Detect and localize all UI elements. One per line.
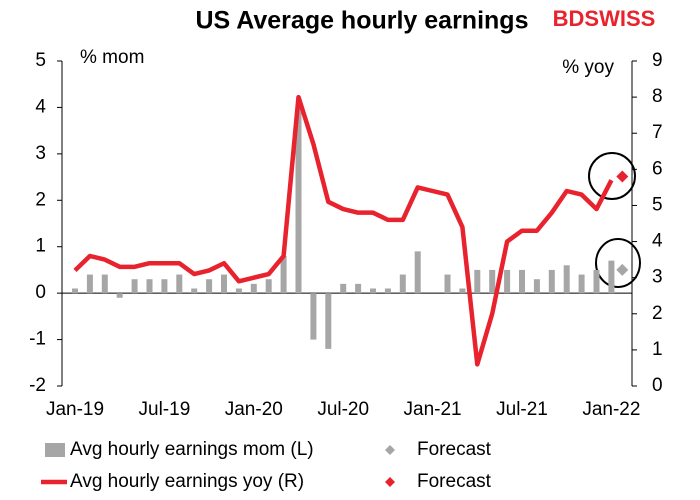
x-tick-label: Jan-22 (582, 399, 640, 420)
bar (489, 269, 496, 294)
bar (250, 283, 257, 294)
bar (191, 288, 198, 294)
x-tick-label: Jul-21 (496, 399, 548, 420)
bar (176, 274, 183, 294)
y2-tick-label: 0 (652, 375, 663, 396)
bar (593, 269, 600, 294)
bar (459, 288, 466, 294)
x-tick-label: Jul-20 (317, 399, 369, 420)
bar (340, 283, 347, 294)
legend-label: Forecast (417, 439, 492, 460)
highlight-circle (588, 152, 636, 200)
y-tick-label: 1 (35, 236, 46, 257)
bar (131, 279, 138, 294)
bar (399, 274, 406, 294)
bar (280, 256, 287, 294)
bar (384, 288, 391, 294)
bar (474, 269, 481, 294)
y-axis-label: % mom (80, 47, 144, 68)
bar (72, 288, 78, 294)
legend-label: Avg hourly earnings mom (L) (70, 439, 314, 460)
bar (221, 274, 227, 294)
x-tick-label: Jan-20 (225, 399, 283, 420)
y-tick-label: 4 (35, 96, 46, 117)
bar (563, 265, 570, 294)
y2-tick-label: 2 (652, 303, 663, 324)
legend-swatch (45, 443, 65, 457)
line (73, 94, 614, 367)
y2-axis-label: % yoy (562, 57, 614, 78)
bar (86, 274, 93, 294)
y2-tick-label: 1 (652, 339, 663, 360)
y2-tick-label: 5 (652, 194, 663, 215)
bar (206, 279, 213, 294)
y2-tick-label: 9 (652, 50, 663, 71)
legend-label: Forecast (417, 471, 492, 492)
y2-tick-label: 4 (652, 231, 663, 252)
x-tick-label: Jan-21 (404, 399, 462, 420)
bar (414, 251, 421, 294)
bar (295, 107, 302, 294)
legend-swatch (385, 445, 395, 455)
bar (101, 274, 108, 294)
x-tick-label: Jan-19 (46, 399, 104, 420)
y-tick-label: 0 (35, 282, 46, 303)
legend-label: Avg hourly earnings yoy (R) (70, 471, 304, 492)
bar (548, 269, 555, 294)
bar (116, 293, 123, 298)
y-tick-label: 5 (35, 50, 46, 71)
brand-logo: BDSWISS (553, 6, 656, 31)
bar (310, 293, 317, 340)
bar (265, 279, 272, 294)
chart-title: US Average hourly earnings (196, 7, 529, 35)
bar (355, 283, 362, 294)
bar (161, 279, 168, 294)
y2-tick-label: 8 (652, 86, 663, 107)
x-tick-label: Jul-19 (139, 399, 191, 420)
bar (444, 274, 451, 294)
y-tick-label: 2 (35, 189, 46, 210)
y2-tick-label: 6 (652, 158, 663, 179)
y2-tick-label: 7 (652, 122, 663, 143)
bar (325, 293, 332, 349)
legend-swatch (385, 477, 395, 487)
bar (578, 274, 585, 294)
bar (519, 269, 525, 294)
bar (504, 269, 511, 294)
bar (370, 288, 376, 294)
bar (608, 260, 615, 294)
y-tick-label: 3 (35, 143, 46, 164)
bar (146, 279, 153, 294)
y-tick-label: -1 (29, 329, 46, 350)
highlight-circle (595, 238, 641, 288)
y-tick-label: -2 (29, 375, 46, 396)
forecast-marker (616, 170, 629, 183)
bar (533, 279, 540, 294)
bar (235, 288, 242, 294)
forecast-marker (616, 263, 629, 276)
y2-tick-label: 3 (652, 267, 663, 288)
